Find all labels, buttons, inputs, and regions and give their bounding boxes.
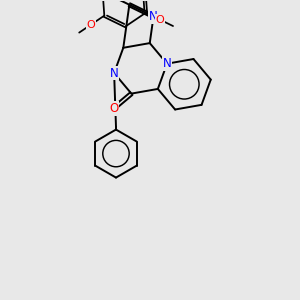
Text: N: N [110,67,118,80]
Text: N: N [163,57,171,70]
Text: O: O [87,20,95,30]
Text: O: O [156,15,165,25]
Text: N: N [149,10,158,23]
Text: O: O [109,102,119,115]
